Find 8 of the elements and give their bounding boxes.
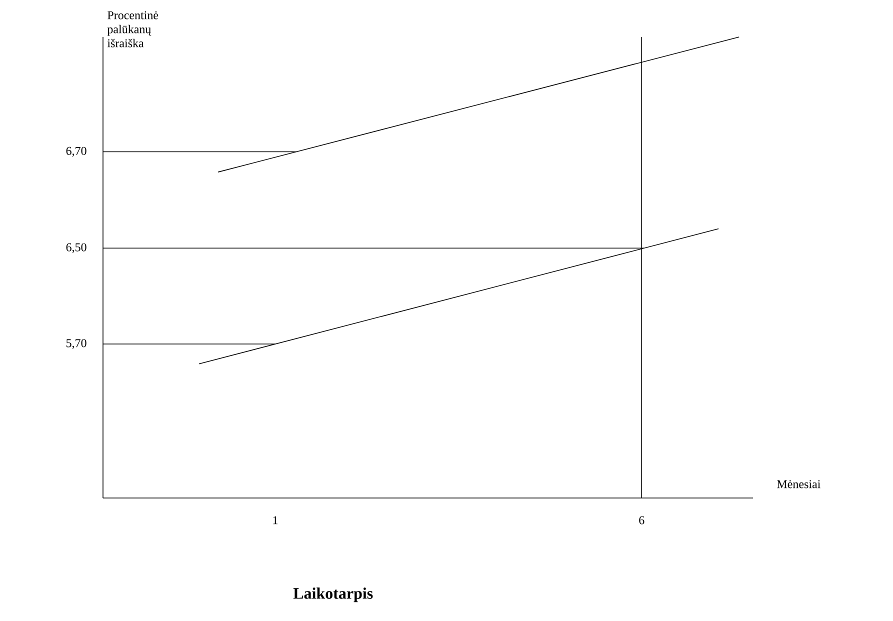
x-tick-label: 6 [639,516,644,524]
text: Laikotarpis [293,588,373,602]
text: 6,70 [66,146,86,157]
x-tick-label: 1 [273,516,278,524]
x-axis-title: Mėnesiai [777,480,820,488]
text: 5,70 [66,339,86,349]
y-axis-title: Procentinė palūkanų išraiška [107,11,158,48]
text: 6,50 [66,243,86,254]
